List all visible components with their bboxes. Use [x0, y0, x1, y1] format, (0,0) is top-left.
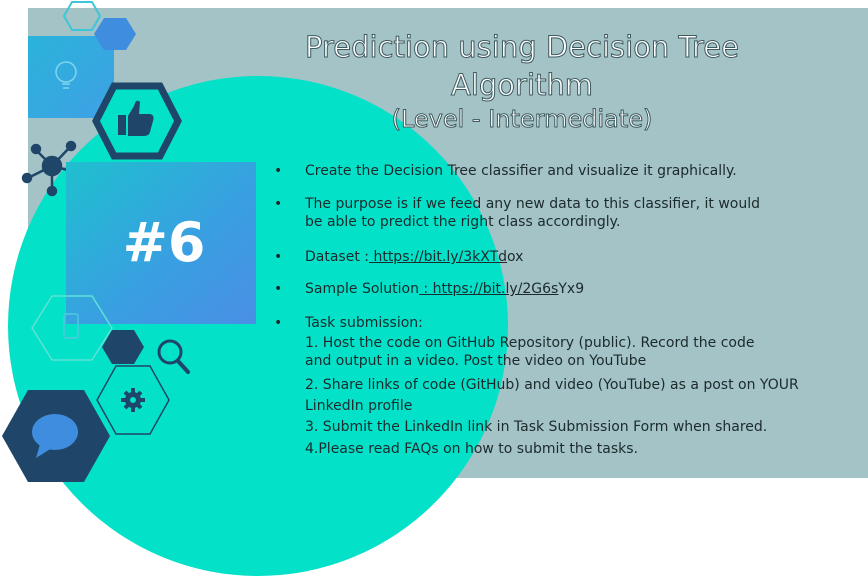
gear-icon	[96, 365, 170, 435]
subtitle: (Level - Intermediate)	[391, 105, 653, 134]
teal-circle	[8, 76, 508, 576]
sub-step: 4.Please read FAQs on how to submit the …	[305, 441, 638, 457]
dataset-link[interactable]: https://bit.ly/3kXTd	[369, 249, 508, 265]
bullet-dot: •	[274, 315, 283, 331]
sub-step: 3. Submit the LinkedIn link in Task Subm…	[305, 419, 768, 435]
hexagon-blue-icon	[94, 18, 136, 50]
title-line-2: Algorithm	[450, 68, 594, 103]
sub-step: LinkedIn profile	[305, 398, 413, 414]
title-line-1: Prediction using Decision Tree	[305, 30, 740, 65]
sub-step: 2. Share links of code (GitHub) and vide…	[305, 377, 799, 393]
bullet-dot: •	[274, 196, 283, 212]
solution-link[interactable]: : https://bit.ly/2G6s	[418, 281, 559, 297]
thumbs-up-icon	[92, 82, 182, 160]
task-number: #6	[122, 211, 206, 274]
bullet-text: Create the Decision Tree classifier and …	[305, 163, 737, 179]
dataset-label: Dataset :	[305, 249, 369, 265]
bullet-text: Dataset : https://bit.ly/3kXTdox	[305, 248, 523, 266]
chat-bubble-icon	[2, 390, 110, 482]
slide-title: Prediction using Decision Tree Algorithm…	[250, 28, 794, 134]
dataset-link-tail: ox	[507, 249, 524, 265]
bulb-icon	[28, 36, 114, 118]
bullet-dot: •	[274, 163, 283, 179]
bullet-text: Task submission:	[305, 315, 423, 331]
bullet-dot: •	[274, 249, 283, 265]
bullet-text: Sample Solution : https://bit.ly/2G6sYx9	[305, 280, 584, 298]
hexagon-outline-icon	[62, 1, 102, 31]
solution-label: Sample Solution	[305, 281, 419, 297]
phone-icon	[31, 295, 113, 361]
bullet-text: be able to predict the right class accor…	[305, 214, 621, 230]
magnifier-icon	[157, 339, 190, 374]
number-square	[66, 162, 256, 324]
solution-link-tail: Yx9	[558, 281, 585, 297]
sub-step: 1. Host the code on GitHub Repository (p…	[305, 335, 755, 351]
hexagon-dark-icon	[102, 330, 144, 364]
bullet-text: The purpose is if we feed any new data t…	[305, 196, 761, 212]
sub-step: and output in a video. Post the video on…	[305, 353, 647, 369]
bullet-dot: •	[274, 281, 283, 297]
